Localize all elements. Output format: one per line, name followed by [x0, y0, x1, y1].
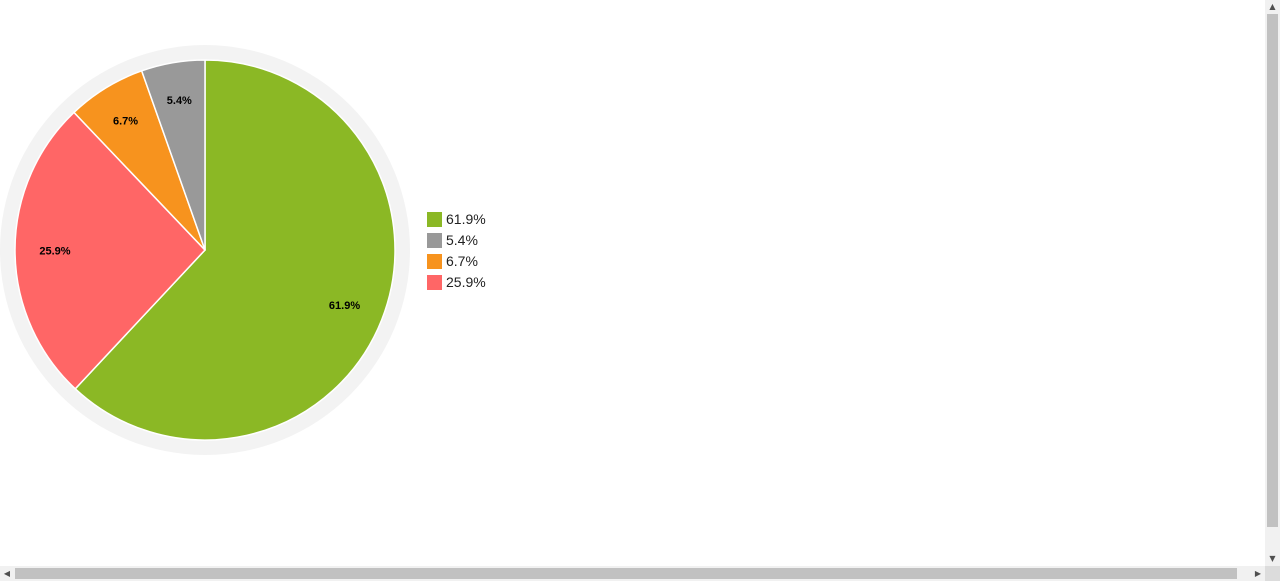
scroll-left-arrow-icon[interactable]: ◀ [3, 569, 11, 578]
scrollbar-corner [1265, 566, 1280, 581]
pie-slices [14, 59, 396, 441]
legend-label: 25.9% [446, 274, 486, 290]
pie-chart: 61.9% 25.9% 6.7% 5.4% [0, 45, 410, 455]
pie-labels: 61.9% 25.9% 6.7% 5.4% [39, 95, 360, 312]
scroll-up-arrow-icon[interactable]: ▲ [1269, 2, 1276, 11]
chart-legend: 61.9% 5.4% 6.7% 25.9% [427, 209, 486, 293]
legend-swatch [427, 254, 442, 269]
pie-slice[interactable] [14, 111, 206, 390]
vertical-scroll-thumb[interactable] [1267, 14, 1278, 527]
horizontal-scroll-thumb[interactable] [15, 568, 1237, 579]
legend-label: 5.4% [446, 232, 478, 248]
slice-data-label: 5.4% [167, 95, 192, 107]
legend-item[interactable]: 25.9% [427, 272, 486, 293]
slice-data-label: 6.7% [113, 115, 138, 127]
scroll-right-arrow-icon[interactable]: ▶ [1254, 569, 1262, 578]
legend-item[interactable]: 5.4% [427, 230, 486, 251]
legend-swatch [427, 233, 442, 248]
legend-item[interactable]: 61.9% [427, 209, 486, 230]
legend-swatch [427, 275, 442, 290]
legend-swatch [427, 212, 442, 227]
pie-slice[interactable] [140, 59, 206, 251]
scroll-down-arrow-icon[interactable]: ▼ [1269, 554, 1276, 563]
slice-data-label: 25.9% [39, 246, 70, 258]
legend-item[interactable]: 6.7% [427, 251, 486, 272]
legend-label: 6.7% [446, 253, 478, 269]
horizontal-scrollbar[interactable]: ◀ ▶ [0, 566, 1265, 581]
chart-viewport: 61.9% 25.9% 6.7% 5.4% 61.9% 5.4% 6.7% 25.9% [0, 45, 486, 455]
slice-data-label: 61.9% [329, 300, 360, 312]
pie-slice[interactable] [74, 59, 396, 441]
vertical-scrollbar[interactable]: ▲ ▼ [1265, 0, 1280, 566]
legend-label: 61.9% [446, 211, 486, 227]
